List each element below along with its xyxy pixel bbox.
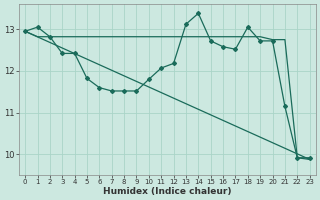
X-axis label: Humidex (Indice chaleur): Humidex (Indice chaleur) [103,187,232,196]
